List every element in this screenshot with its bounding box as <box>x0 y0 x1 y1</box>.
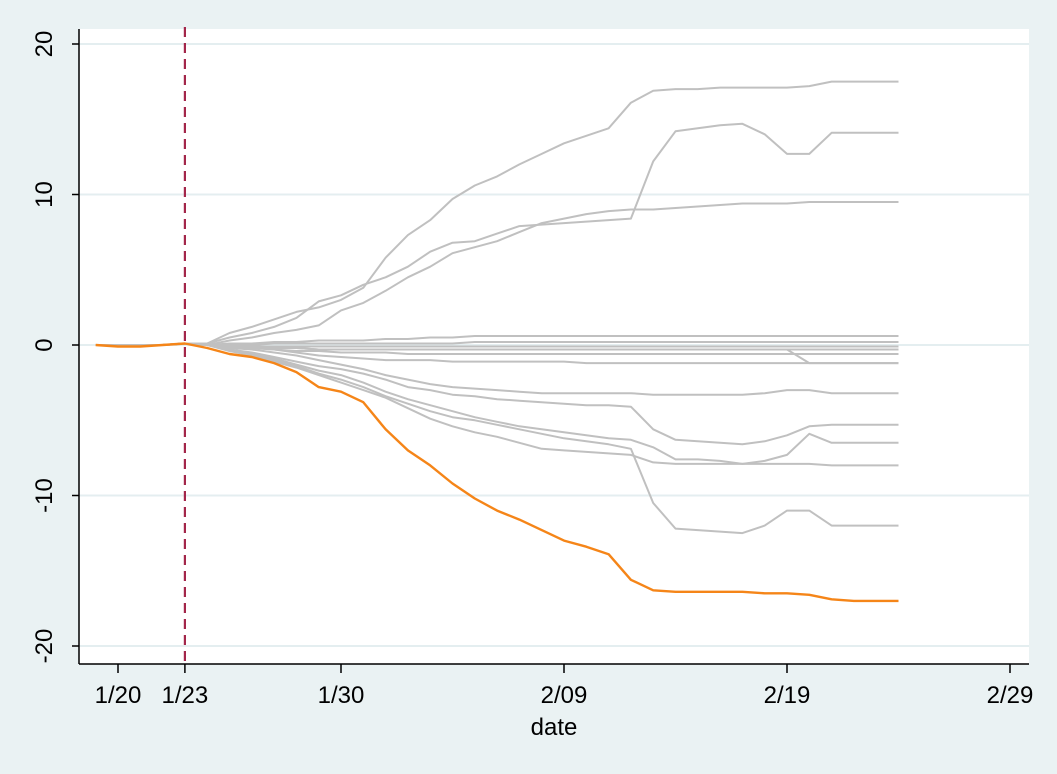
y-tick-label: -10 <box>31 478 58 513</box>
series-lines <box>95 80 899 603</box>
series-line <box>95 201 899 346</box>
x-tick-label: 1/30 <box>318 682 365 709</box>
x-tick-label: 2/19 <box>764 682 811 709</box>
axes: -20 -10 0 10 20 1/20 1/23 1/30 2/09 2/19 2/29 <box>31 29 1033 709</box>
series-line <box>95 342 899 365</box>
x-tick-label: 1/20 <box>95 682 142 709</box>
series-line <box>95 335 899 346</box>
series-line <box>95 122 899 346</box>
y-tick-label: 10 <box>31 181 58 208</box>
highlighted-series-line <box>95 342 899 603</box>
x-axis-title: date <box>531 714 578 741</box>
x-tick-label: 2/29 <box>987 682 1034 709</box>
series-line <box>95 80 899 346</box>
y-tick-label: 20 <box>31 31 58 58</box>
series-line <box>95 342 899 396</box>
x-tick-label: 1/23 <box>162 682 209 709</box>
y-tick-label: -20 <box>31 629 58 664</box>
series-line <box>95 341 899 346</box>
y-tick-label: 0 <box>31 338 58 351</box>
x-tick-label: 2/09 <box>541 682 588 709</box>
series-line <box>95 342 899 535</box>
series-line <box>95 342 899 467</box>
